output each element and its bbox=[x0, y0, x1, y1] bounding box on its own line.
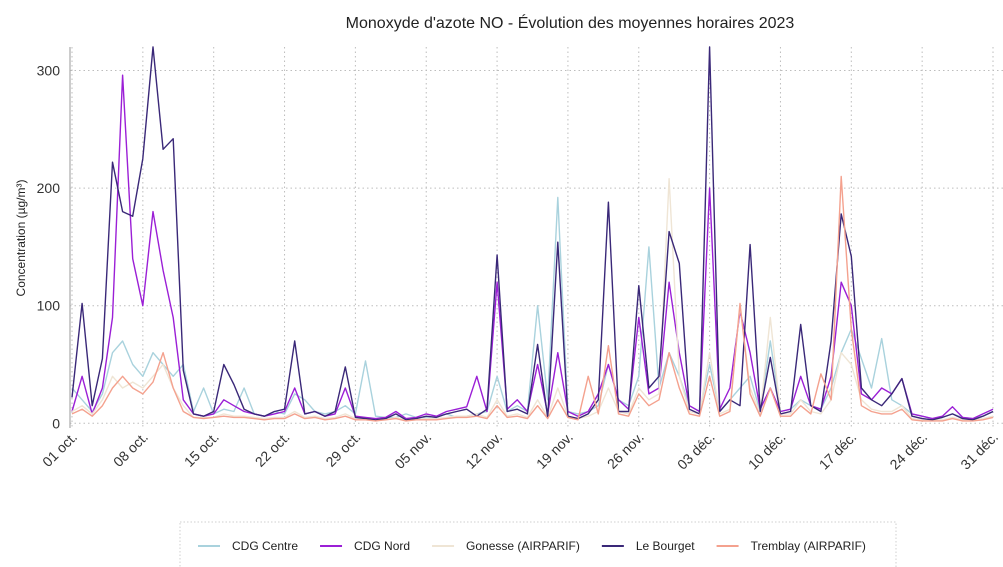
x-tick-label: 03 déc. bbox=[674, 429, 718, 473]
x-tick-label: 08 oct. bbox=[110, 429, 151, 470]
legend bbox=[179, 521, 897, 567]
legend-label: Tremblay (AIRPARIF) bbox=[751, 539, 866, 553]
legend-entries: CDG Centre CDG Nord Gonesse (AIRPARIF) Le B… bbox=[198, 539, 866, 553]
x-tick-label: 22 oct. bbox=[252, 429, 293, 470]
x-tick-label: 01 oct. bbox=[39, 429, 80, 470]
grid bbox=[70, 47, 1003, 428]
series-line bbox=[71, 175, 994, 422]
legend-label: Gonesse (AIRPARIF) bbox=[466, 539, 580, 553]
x-tick-label: 15 oct. bbox=[181, 429, 222, 470]
x-tick-label: 17 déc. bbox=[816, 429, 860, 473]
x-tick-label: 24 déc. bbox=[886, 429, 930, 473]
y-axis-label: Concentration (µg/m³) bbox=[14, 180, 28, 297]
series-line bbox=[71, 74, 994, 420]
series-line bbox=[71, 178, 994, 421]
ticks: 0 100 200 300 01 oct. 08 oct. 15 oct. 22 oct. 29… bbox=[37, 63, 1001, 473]
y-tick-label: 300 bbox=[37, 63, 61, 79]
x-tick-label: 19 nov. bbox=[533, 429, 576, 472]
y-tick-label: 100 bbox=[37, 298, 61, 314]
x-tick-label: 12 nov. bbox=[462, 429, 505, 472]
y-tick-label: 0 bbox=[52, 415, 60, 431]
x-tick-label: 05 nov. bbox=[391, 429, 434, 472]
x-tick-label: 31 déc. bbox=[957, 429, 1001, 473]
x-tick-label: 26 nov. bbox=[604, 429, 647, 472]
series-line bbox=[71, 46, 994, 421]
legend-label: CDG Centre bbox=[232, 539, 298, 553]
legend-label: CDG Nord bbox=[354, 539, 410, 553]
y-tick-label: 200 bbox=[37, 180, 61, 196]
x-tick-label: 10 déc. bbox=[745, 429, 789, 473]
legend-label: Le Bourget bbox=[636, 539, 695, 553]
x-tick-label: 29 oct. bbox=[322, 429, 363, 470]
chart-title: Monoxyde d'azote NO - Évolution des moye… bbox=[346, 13, 795, 32]
lines bbox=[71, 46, 994, 422]
